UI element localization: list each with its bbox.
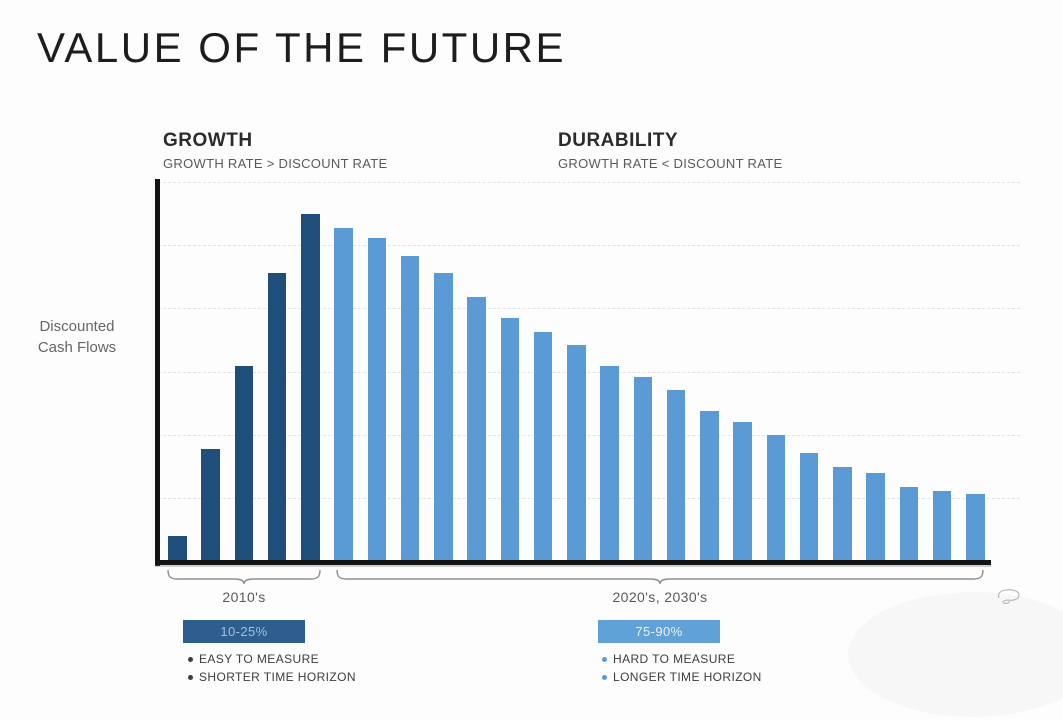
growth-bullet-2: SHORTER TIME HORIZON: [199, 670, 356, 684]
growth-badge: 10-25%: [183, 620, 305, 643]
bar: [301, 214, 320, 560]
bar: [201, 449, 220, 560]
bullet-icon: [602, 675, 607, 680]
gridline: [158, 182, 1020, 183]
bar: [766, 435, 786, 560]
durability-brace: [336, 569, 984, 585]
durability-subheading: GROWTH RATE < DISCOUNT RATE: [558, 156, 783, 171]
gridline: [158, 308, 1020, 309]
list-item: EASY TO MEASURE: [188, 652, 356, 667]
bar: [267, 273, 287, 560]
bar: [799, 453, 819, 560]
durability-bullet-list: HARD TO MEASURE LONGER TIME HORIZON: [602, 652, 762, 688]
list-item: SHORTER TIME HORIZON: [188, 670, 356, 685]
bar: [234, 366, 254, 560]
bar: [367, 238, 387, 560]
durability-section-header: DURABILITY GROWTH RATE < DISCOUNT RATE: [558, 130, 782, 171]
bar: [533, 332, 553, 560]
gridline: [158, 372, 1020, 373]
list-item: HARD TO MEASURE: [602, 652, 762, 667]
bar: [899, 487, 919, 560]
bar: [500, 318, 520, 560]
bar: [334, 228, 353, 560]
durability-heading: DURABILITY: [558, 130, 679, 151]
x-axis-line: [155, 560, 991, 565]
growth-era-label: 2010's: [222, 589, 266, 605]
scribble-icon: [997, 589, 1020, 604]
bar: [833, 467, 852, 560]
durability-bullet-1: HARD TO MEASURE: [613, 652, 736, 666]
bar: [633, 377, 653, 560]
bar: [567, 345, 586, 560]
y-axis-label: Discounted Cash Flows: [37, 318, 117, 356]
durability-bullet-2: LONGER TIME HORIZON: [613, 670, 762, 684]
growth-brace: [167, 569, 321, 585]
gridline: [158, 245, 1020, 246]
bar: [434, 273, 453, 560]
growth-bullet-list: EASY TO MEASURE SHORTER TIME HORIZON: [188, 652, 356, 688]
list-item: LONGER TIME HORIZON: [602, 670, 762, 685]
growth-bullet-1: EASY TO MEASURE: [199, 652, 320, 666]
bar: [966, 494, 985, 560]
bar: [932, 491, 952, 560]
gridline: [158, 435, 1020, 436]
bullet-icon: [188, 657, 193, 662]
bar: [700, 411, 719, 560]
y-axis-line: [155, 179, 160, 566]
bar: [168, 536, 187, 560]
bar: [467, 297, 486, 560]
bullet-icon: [188, 675, 193, 680]
bar: [666, 390, 686, 560]
bullet-icon: [602, 657, 607, 662]
gridline: [158, 498, 1020, 499]
bar: [400, 256, 420, 560]
durability-badge: 75-90%: [598, 620, 720, 643]
growth-heading: GROWTH: [163, 130, 253, 151]
bar: [600, 366, 619, 560]
growth-section-header: GROWTH GROWTH RATE > DISCOUNT RATE: [163, 130, 387, 171]
bar: [866, 473, 885, 560]
watermark-blob: [848, 592, 1063, 717]
durability-era-label: 2020's, 2030's: [612, 589, 708, 605]
growth-subheading: GROWTH RATE > DISCOUNT RATE: [163, 156, 388, 171]
page-title: VALUE OF THE FUTURE: [37, 24, 567, 71]
bar: [733, 422, 752, 560]
